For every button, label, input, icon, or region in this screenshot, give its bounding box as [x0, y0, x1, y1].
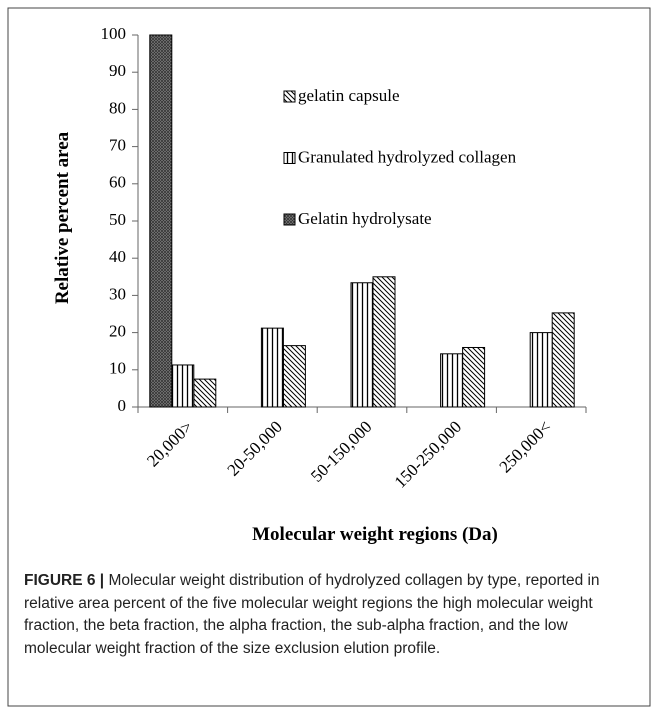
legend-swatch	[283, 90, 296, 103]
bar	[551, 312, 575, 408]
bar	[193, 378, 217, 408]
bar	[462, 346, 486, 408]
bar	[529, 332, 553, 408]
y-tick-label: 20	[109, 322, 126, 341]
bar	[149, 34, 173, 408]
caption: FIGURE 6 | Molecular weight distribution…	[24, 570, 634, 660]
bar	[350, 282, 374, 408]
bar	[260, 327, 284, 408]
y-tick-label: 60	[109, 173, 126, 192]
y-tick-label: 0	[118, 396, 127, 415]
y-tick-label: 40	[109, 247, 126, 266]
x-tick-label: 250,000<	[496, 417, 555, 476]
y-axis-title: Relative percent area	[52, 131, 73, 304]
y-tick-label: 50	[109, 210, 126, 229]
frame	[7, 7, 651, 707]
bar	[282, 345, 306, 408]
caption-text: Molecular weight distribution of hydroly…	[24, 572, 600, 657]
x-tick-label: 20-50,000	[223, 417, 286, 480]
legend-label: Granulated hydrolyzed collagen	[298, 147, 517, 166]
x-axis-title: Molecular weight regions (Da)	[252, 524, 498, 545]
y-tick-label: 80	[109, 98, 126, 117]
bar	[171, 364, 195, 408]
bar	[372, 276, 396, 408]
x-tick-label: 50-150,000	[307, 417, 376, 486]
y-tick-label: 90	[109, 61, 126, 80]
y-tick-label: 70	[109, 136, 126, 155]
x-tick-label: 20,000>	[143, 417, 196, 470]
bar	[440, 353, 464, 408]
y-tick-label: 10	[109, 359, 126, 378]
y-tick-label: 30	[109, 284, 126, 303]
legend-swatch	[283, 152, 296, 164]
x-tick-label: 150-250,000	[391, 417, 466, 492]
legend-label: Gelatin hydrolysate	[298, 209, 432, 228]
y-tick-label: 100	[101, 24, 127, 43]
legend-label: gelatin capsule	[298, 86, 400, 105]
legend-swatch	[283, 213, 296, 226]
caption-label: FIGURE 6 |	[24, 572, 105, 589]
